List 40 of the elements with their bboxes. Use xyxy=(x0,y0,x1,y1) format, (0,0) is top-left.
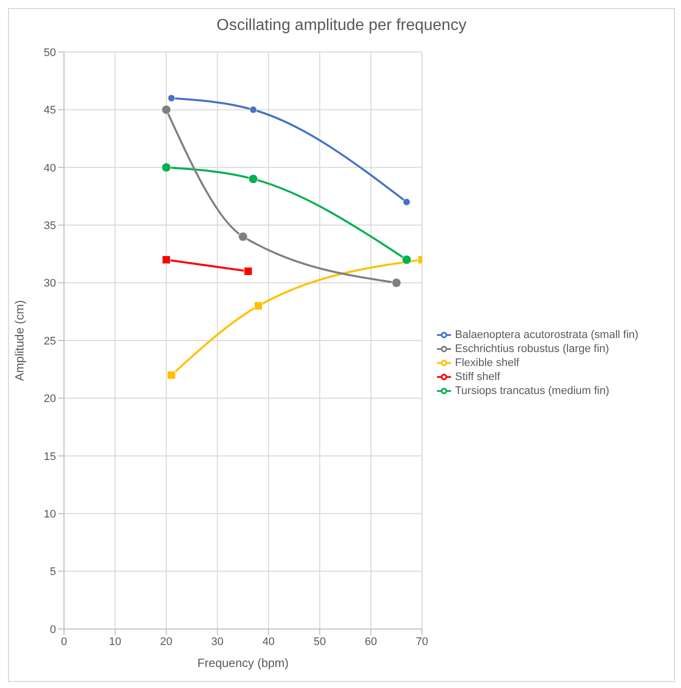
x-tick-label: 70 xyxy=(416,636,428,648)
y-tick-label: 25 xyxy=(44,335,56,348)
x-tick-label: 30 xyxy=(211,636,224,648)
y-axis-title: Amplitude (cm) xyxy=(12,300,26,381)
point xyxy=(244,267,252,276)
point xyxy=(168,94,176,102)
x-tick-label: 20 xyxy=(160,636,172,648)
legend-label: Tursiops trancatus (medium fin) xyxy=(455,384,610,397)
point xyxy=(162,255,171,264)
x-tick-label: 0 xyxy=(60,636,68,648)
x-axis-title: Frequency (bpm) xyxy=(197,656,289,670)
y-tick-label: 20 xyxy=(44,393,56,406)
y-tick-label: 10 xyxy=(44,508,56,521)
y-tick-label: 15 xyxy=(44,450,56,463)
y-tick-label: 5 xyxy=(50,566,56,578)
point xyxy=(167,370,176,380)
point xyxy=(402,198,410,206)
chart-title: Oscillating amplitude per frequency xyxy=(216,16,468,36)
point xyxy=(162,162,172,172)
y-tick-label: 0 xyxy=(50,624,56,636)
y-tick-label: 30 xyxy=(44,278,56,290)
point xyxy=(162,104,172,114)
x-tick-label: 60 xyxy=(364,636,377,648)
legend-label: Flexible shelf xyxy=(455,356,520,369)
point xyxy=(248,174,258,184)
y-tick-label: 35 xyxy=(44,220,56,232)
x-tick-label: 10 xyxy=(109,636,122,648)
legend-label: Stiff shelf xyxy=(455,370,500,383)
point xyxy=(402,254,412,264)
y-tick-label: 40 xyxy=(44,162,56,174)
x-tick-label: 50 xyxy=(314,636,326,648)
legend-label: Eschrichtius robustus (large fin) xyxy=(455,342,610,355)
point xyxy=(392,278,402,288)
y-tick-label: 50 xyxy=(44,46,56,59)
x-tick-label: 40 xyxy=(262,636,275,648)
point xyxy=(249,106,257,114)
point xyxy=(238,232,248,242)
legend-label: Balaenoptera acutorostrata (small fin) xyxy=(455,328,638,341)
y-tick-label: 45 xyxy=(44,104,56,117)
point xyxy=(254,302,263,310)
